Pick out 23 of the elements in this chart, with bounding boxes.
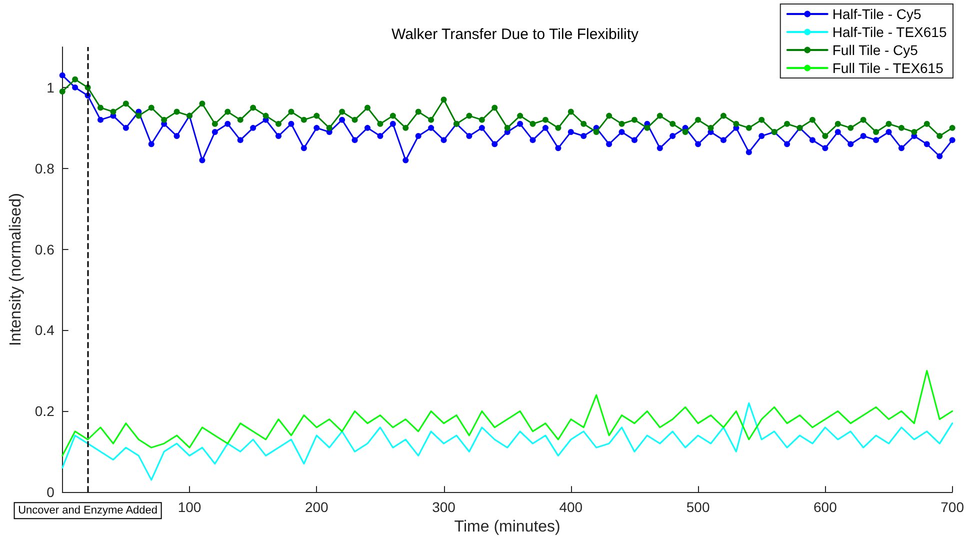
y-tick-label: 0 <box>46 484 55 500</box>
x-tick-label: 500 <box>686 499 710 516</box>
y-tick-label: 0.2 <box>34 403 55 420</box>
chart-title: Walker Transfer Due to Tile Flexibility <box>391 26 639 43</box>
x-tick-label: 100 <box>178 499 202 516</box>
line-series <box>62 402 954 481</box>
legend-label: Half-Tile - TEX615 <box>832 24 947 40</box>
x-tick-label: 200 <box>304 499 329 516</box>
y-tick-label: 0.8 <box>34 160 55 176</box>
line-series <box>62 370 954 456</box>
x-tick-label: 400 <box>559 499 583 516</box>
y-axis-title: Intensity (normalised) <box>8 193 24 346</box>
x-tick-label: 700 <box>940 499 964 516</box>
legend-label: Full Tile - TEX615 <box>832 60 944 76</box>
x-tick-label: 300 <box>432 499 456 516</box>
ref-line-label: Uncover and Enzyme Added <box>18 504 158 517</box>
legend-label: Full Tile - Cy5 <box>832 42 918 58</box>
legend-label: Half-Tile - Cy5 <box>832 6 922 22</box>
y-tick-label: 1 <box>46 79 55 96</box>
x-tick-label: 600 <box>814 499 838 516</box>
y-tick-label: 0.6 <box>34 241 55 258</box>
x-axis-title: Time (minutes) <box>454 518 560 536</box>
y-tick-label: 0.4 <box>34 322 55 338</box>
